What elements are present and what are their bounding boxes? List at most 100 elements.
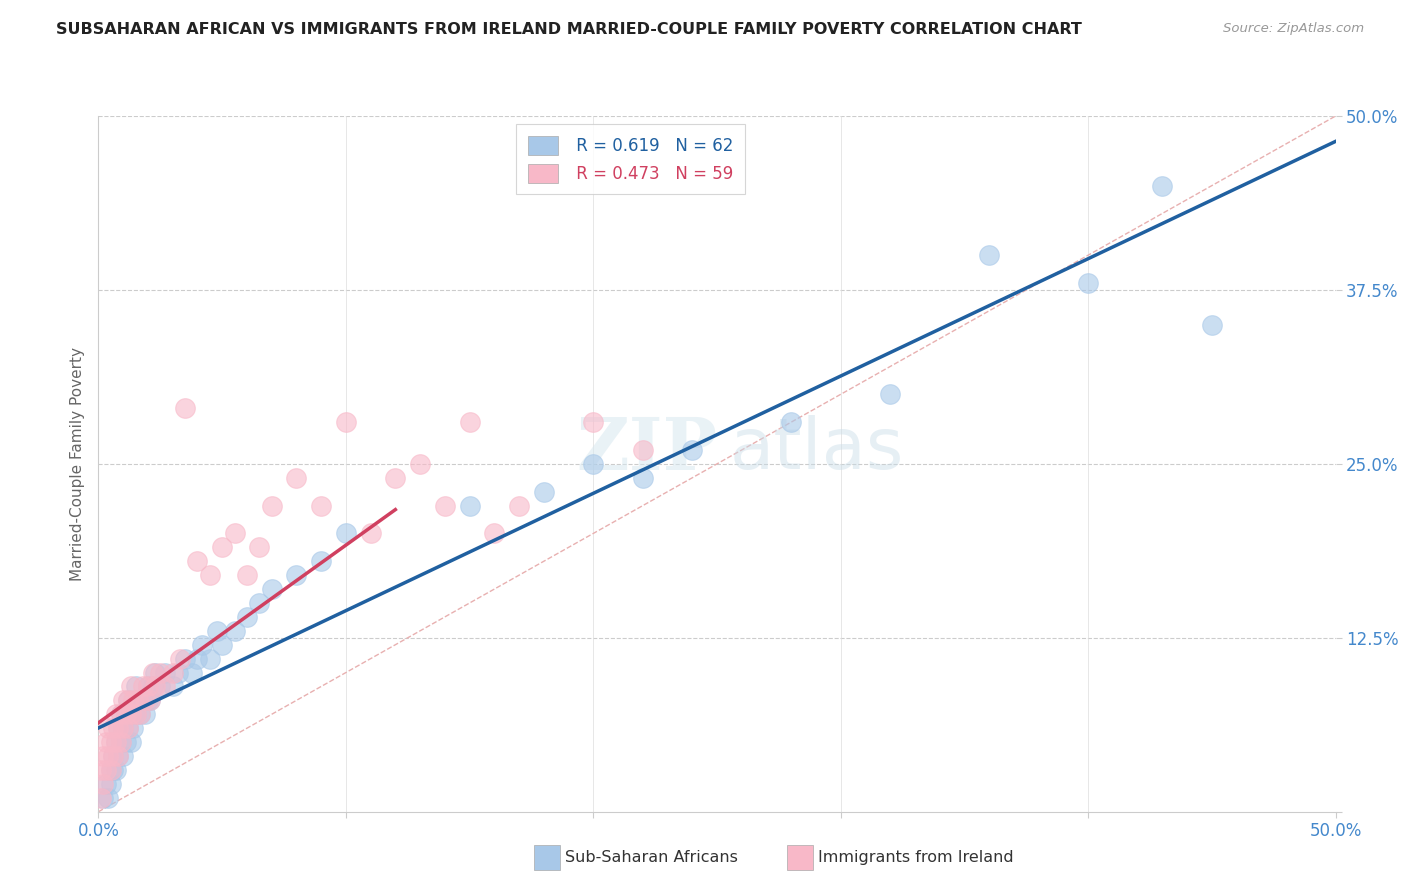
Point	[114, 707, 136, 722]
Point	[120, 707, 142, 722]
Point	[132, 693, 155, 707]
Point	[169, 651, 191, 665]
Text: Immigrants from Ireland: Immigrants from Ireland	[818, 850, 1014, 864]
Point	[136, 693, 159, 707]
Point	[681, 442, 703, 457]
Point	[103, 721, 125, 735]
Point	[166, 665, 188, 680]
Point	[122, 721, 145, 735]
Point	[103, 749, 125, 764]
Point	[360, 526, 382, 541]
Point	[122, 693, 145, 707]
Point	[110, 707, 132, 722]
Point	[120, 707, 142, 722]
Point	[114, 735, 136, 749]
Point	[335, 526, 357, 541]
Point	[124, 707, 146, 722]
Point	[103, 763, 125, 777]
Point	[129, 707, 152, 722]
Text: atlas: atlas	[730, 416, 904, 484]
Point	[120, 680, 142, 694]
Point	[103, 749, 125, 764]
Point	[149, 665, 172, 680]
Point	[94, 763, 117, 777]
Point	[114, 707, 136, 722]
Point	[142, 665, 165, 680]
Point	[309, 499, 332, 513]
Point	[97, 790, 120, 805]
Point	[127, 693, 149, 707]
Point	[117, 693, 139, 707]
Point	[143, 680, 166, 694]
Point	[100, 777, 122, 791]
Point	[104, 707, 127, 722]
Point	[260, 582, 283, 596]
Point	[93, 749, 115, 764]
Point	[112, 721, 135, 735]
Point	[224, 526, 246, 541]
Point	[107, 749, 129, 764]
Point	[142, 680, 165, 694]
Point	[104, 763, 127, 777]
Point	[132, 680, 155, 694]
Point	[117, 721, 139, 735]
Text: Sub-Saharan Africans: Sub-Saharan Africans	[565, 850, 738, 864]
Point	[110, 735, 132, 749]
Point	[110, 735, 132, 749]
Point	[97, 721, 120, 735]
Point	[198, 568, 221, 582]
Point	[136, 680, 159, 694]
Point	[458, 415, 481, 429]
Point	[309, 554, 332, 568]
Point	[112, 693, 135, 707]
Point	[198, 651, 221, 665]
Point	[533, 484, 555, 499]
Point	[110, 707, 132, 722]
Point	[104, 735, 127, 749]
Point	[780, 415, 803, 429]
Point	[1201, 318, 1223, 332]
Point	[631, 471, 654, 485]
Point	[97, 749, 120, 764]
Point	[117, 693, 139, 707]
Point	[631, 442, 654, 457]
Point	[879, 387, 901, 401]
Point	[582, 415, 605, 429]
Point	[174, 651, 197, 665]
Point	[174, 401, 197, 416]
Point	[384, 471, 406, 485]
Point	[162, 680, 184, 694]
Point	[181, 665, 204, 680]
Point	[1077, 276, 1099, 290]
Point	[155, 680, 177, 694]
Point	[433, 499, 456, 513]
Point	[247, 541, 270, 555]
Point	[94, 777, 117, 791]
Point	[143, 665, 166, 680]
Point	[90, 790, 112, 805]
Point	[117, 721, 139, 735]
Point	[107, 721, 129, 735]
Point	[139, 693, 162, 707]
Point	[94, 735, 117, 749]
Point	[186, 651, 208, 665]
Point	[979, 248, 1001, 262]
Point	[107, 721, 129, 735]
Point	[236, 610, 259, 624]
Point	[211, 638, 233, 652]
Point	[508, 499, 530, 513]
Point	[155, 665, 177, 680]
Point	[1152, 178, 1174, 193]
Point	[104, 735, 127, 749]
Point	[224, 624, 246, 638]
Point	[112, 721, 135, 735]
Point	[127, 693, 149, 707]
Point	[134, 707, 156, 722]
Point	[285, 568, 308, 582]
Point	[129, 707, 152, 722]
Point	[191, 638, 214, 652]
Point	[93, 777, 115, 791]
Y-axis label: Married-Couple Family Poverty: Married-Couple Family Poverty	[69, 347, 84, 581]
Point	[124, 680, 146, 694]
Point	[211, 541, 233, 555]
